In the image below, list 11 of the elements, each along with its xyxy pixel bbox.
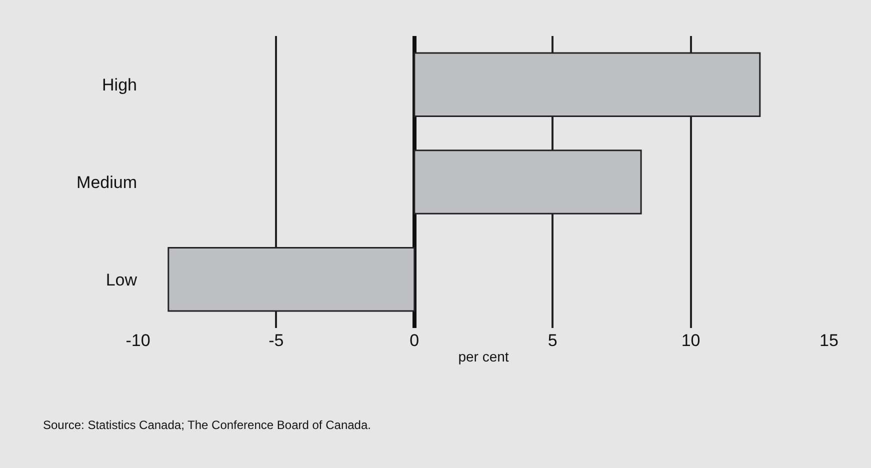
x-tick-label: 15 <box>820 331 838 350</box>
y-tick-label: High <box>102 76 137 95</box>
x-tick-label: -5 <box>268 331 284 350</box>
x-tick-label: -10 <box>126 331 150 350</box>
x-tick-label: 5 <box>548 331 558 350</box>
x-tick-label: 0 <box>410 331 420 350</box>
y-tick-label: Medium <box>76 172 137 192</box>
source-note: Source: Statistics Canada; The Conference Board of Canada. <box>43 418 371 432</box>
x-tick-label: 10 <box>681 331 700 350</box>
x-axis-title: per cent <box>458 348 509 364</box>
y-tick-label: Low <box>106 270 138 290</box>
